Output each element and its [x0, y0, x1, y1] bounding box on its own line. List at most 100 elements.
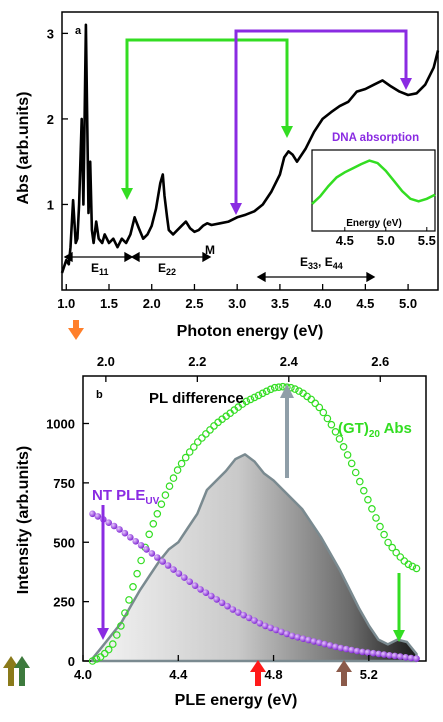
- gt20-abs-point: [104, 645, 113, 654]
- panel-b-y-tick-label: 500: [53, 535, 75, 550]
- nt-ple-uv-point: [375, 650, 383, 658]
- e11-range-right-head: [124, 251, 134, 263]
- pl-difference-label: PL difference: [149, 390, 244, 407]
- gt20-abs-point: [206, 426, 214, 434]
- nt-ple-uv-point: [245, 614, 253, 622]
- gt20-abs-point: [100, 649, 109, 658]
- green-bracket-arrow: [121, 38, 293, 200]
- panel-b-top-tick-label: 2.6: [371, 354, 389, 369]
- nt-ple-uv-point: [186, 578, 193, 585]
- gt20-abs-point: [258, 389, 267, 398]
- nt-ple-uv-point: [105, 519, 112, 526]
- gt20-abs-point: [380, 530, 388, 539]
- gt20-abs-point: [355, 477, 364, 486]
- nt-ple-uv-point: [386, 652, 393, 659]
- inset-x-tick-label: 4.5: [336, 233, 354, 248]
- gt20-abs-point: [149, 519, 158, 528]
- gt20-abs-point: [161, 491, 170, 499]
- panel-b-y-tick-label: 0: [68, 654, 75, 669]
- nt-ple-uv-point: [256, 620, 264, 627]
- absorption-curve: [60, 23, 440, 274]
- nt-ple-uv-point: [175, 570, 183, 577]
- nt-ple-uv-point: [321, 640, 329, 648]
- inset-x-tick-label: 5.5: [418, 233, 436, 248]
- gt20-abs-point: [331, 427, 340, 436]
- gt20-abs-point: [274, 383, 283, 392]
- panel-a-x-tick-label: 1.0: [57, 296, 75, 311]
- nt-ple-uv-point: [413, 655, 420, 662]
- gt20-abs-point: [266, 385, 275, 394]
- gt20-abs-point: [88, 657, 97, 665]
- inset-xlabel: Energy (eV): [346, 218, 402, 229]
- purple-bracket-arrow: [230, 29, 412, 215]
- nt-ple-uv-point: [364, 649, 372, 656]
- gt20-abs-point: [121, 609, 129, 617]
- panel-b-xlabel: PLE energy (eV): [175, 692, 298, 709]
- panel-a-x-tick-label: 3.0: [228, 296, 246, 311]
- nt-ple-uv-point: [343, 645, 350, 653]
- nt-ple-uv-point: [332, 643, 339, 651]
- gt20-abs-point: [210, 422, 218, 430]
- e22-label: E22: [158, 261, 176, 277]
- m-label: M: [205, 243, 215, 257]
- pl-difference-area: [91, 453, 418, 663]
- gt20-abs-point: [364, 495, 372, 504]
- gt20-abs-point: [185, 448, 194, 456]
- purple-arrowhead-right: [400, 78, 412, 90]
- gt20-abs-point: [291, 385, 299, 393]
- gt20-abs-point: [181, 453, 190, 462]
- panel-b-top-tick-label: 2.2: [188, 354, 206, 369]
- gt20-abs-point: [262, 387, 271, 396]
- panel-b-top-tick-label: 2.0: [97, 354, 115, 369]
- gt20-abs-point: [250, 393, 259, 402]
- nt-ple-uv-point: [127, 534, 134, 541]
- nt-ple-uv-point: [143, 546, 150, 553]
- green-arrowhead-left: [121, 188, 133, 200]
- inset-x-ticks: 4.5 5.0 5.5: [336, 227, 436, 248]
- panel-b-x-tick-label: 4.4: [169, 667, 188, 682]
- nt-ple-uv-point: [132, 538, 139, 545]
- nt-ple-uv-point: [137, 542, 145, 549]
- panel-a-frame: [61, 11, 439, 291]
- dna-absorption-curve: [311, 159, 436, 205]
- nt-ple-uv-point: [278, 628, 285, 636]
- panel-a-y-tick-label: 2: [47, 112, 54, 127]
- nt-ple-uv-point: [305, 636, 312, 644]
- panel-a-x-tick-label: 4.5: [356, 296, 374, 311]
- gt20-abs-point: [145, 530, 154, 539]
- nt-ple-uv-point: [370, 649, 377, 657]
- panel-a-y-tick-label: 3: [47, 26, 54, 41]
- panel-a-y-tick-label: 1: [47, 197, 54, 212]
- gt20-abs-point: [194, 438, 202, 446]
- nt-ple-uv-point: [213, 596, 220, 603]
- panel-a-x-tick-label: 2.0: [143, 296, 161, 311]
- gt20-abs-point: [177, 459, 186, 468]
- nt-ple-uv-point: [191, 582, 199, 589]
- panel-b-label: b: [96, 389, 103, 401]
- gt20-abs-point: [343, 451, 352, 459]
- e22-range-right-head: [202, 251, 212, 263]
- nt-ple-uv-point: [94, 513, 102, 520]
- panel-a-x-tick-label: 1.5: [100, 296, 118, 311]
- nt-ple-uv-point: [348, 646, 356, 654]
- gt20-abs-point: [153, 509, 162, 518]
- e22-range-left-head: [130, 251, 140, 263]
- gt20-abs-point: [396, 553, 405, 561]
- nt-ple-uv-point: [407, 654, 415, 662]
- nt-ple-uv-series: [89, 510, 420, 662]
- gt20-abs-arrow: [393, 573, 405, 642]
- nt-ple-uv-point: [116, 526, 123, 533]
- gt20-abs-point: [368, 504, 376, 513]
- panel-a-y-ticks: 1 2 3: [47, 26, 68, 212]
- panel-a-ylabel: Abs (arb.units): [15, 92, 32, 205]
- gt20-abs-point: [270, 383, 279, 392]
- gt20-abs-point: [307, 395, 316, 404]
- gt20-abs-point: [133, 569, 141, 578]
- nt-ple-uv-point: [262, 622, 269, 630]
- nt-ple-uv-point: [359, 648, 366, 656]
- nt-ple-uv-point: [310, 638, 318, 645]
- panel-b-x-tick-label: 4.8: [265, 667, 283, 682]
- nt-ple-uv-point: [272, 626, 280, 634]
- gt20-abs-label: (GT)20 Abs: [338, 420, 412, 440]
